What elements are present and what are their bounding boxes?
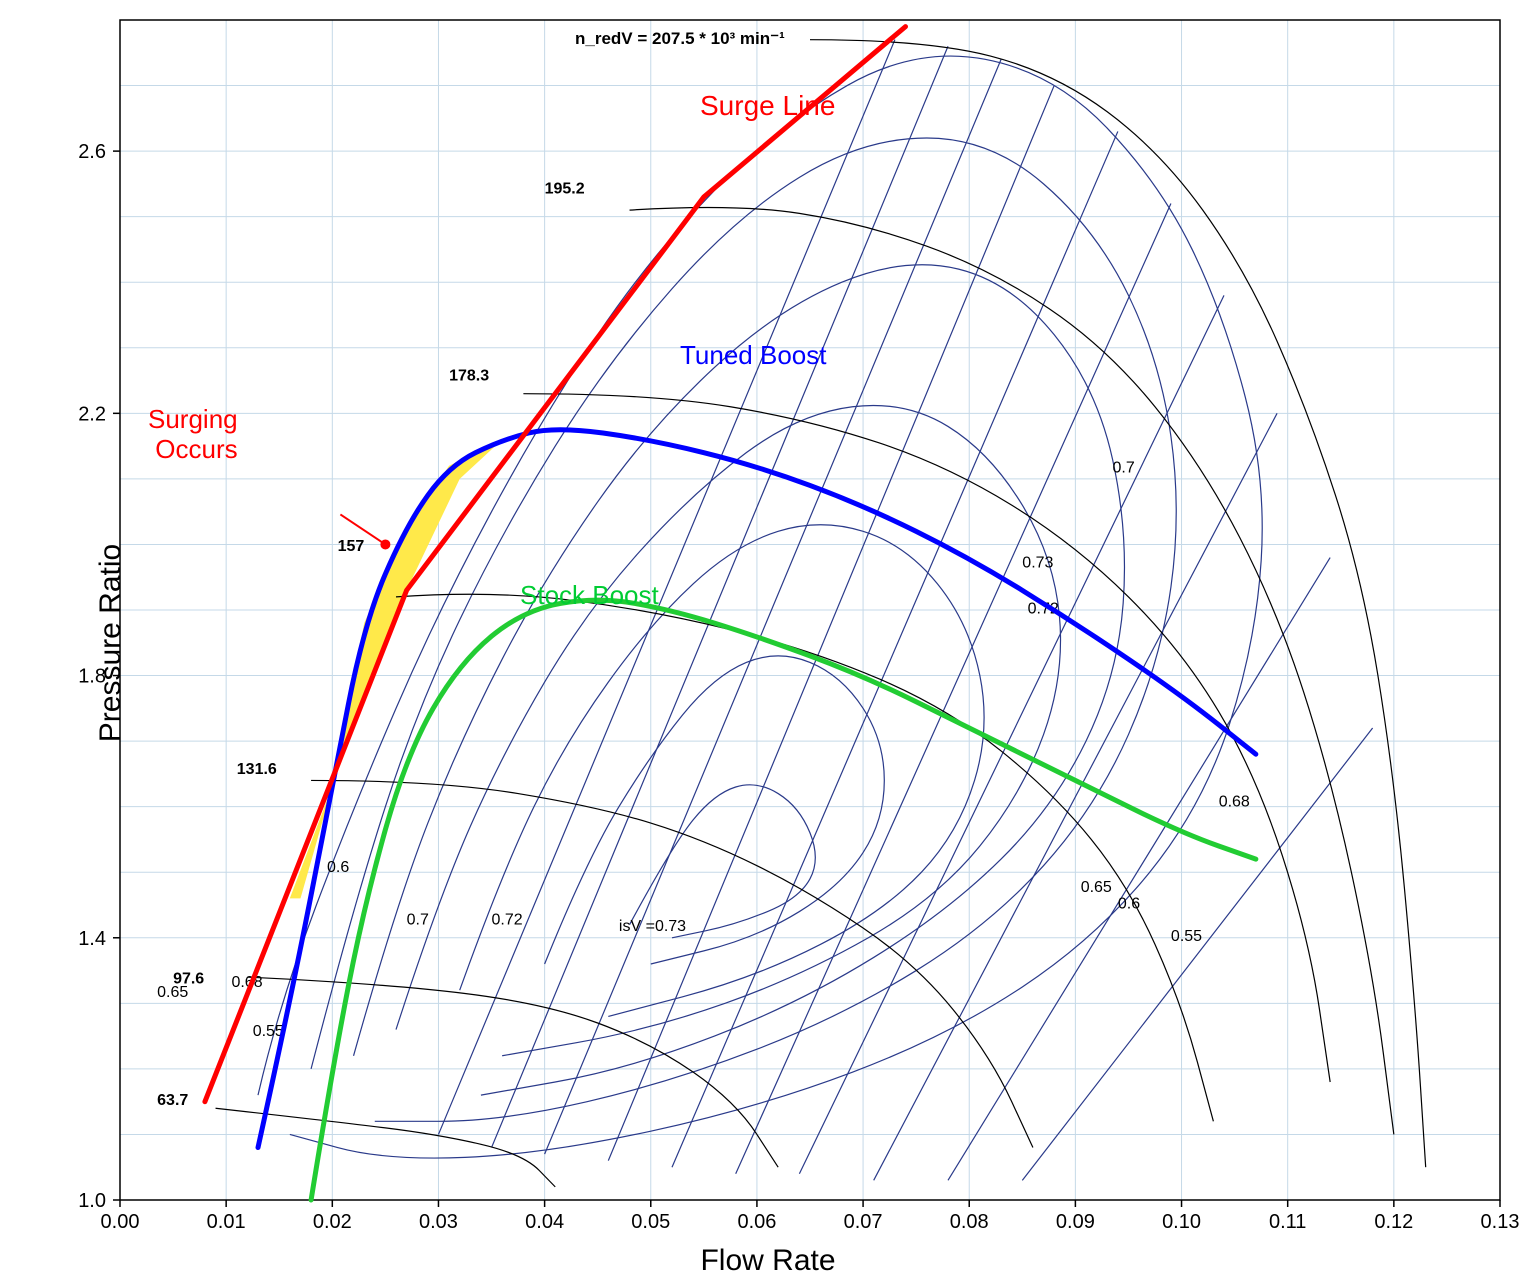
svg-text:0.08: 0.08 <box>950 1211 989 1233</box>
svg-text:0.68: 0.68 <box>1219 794 1250 811</box>
y-axis-label: Pressure Ratio <box>94 544 128 742</box>
surge-line-label: Surge Line <box>700 90 835 122</box>
svg-text:178.3: 178.3 <box>449 368 489 385</box>
svg-text:1.0: 1.0 <box>78 1190 106 1212</box>
svg-text:isV =0.73: isV =0.73 <box>619 918 686 935</box>
svg-text:0.05: 0.05 <box>631 1211 670 1233</box>
svg-text:0.02: 0.02 <box>313 1211 352 1233</box>
svg-text:0.12: 0.12 <box>1374 1211 1413 1233</box>
stock-boost-label: Stock Boost <box>520 580 659 611</box>
svg-text:131.6: 131.6 <box>237 761 277 778</box>
svg-text:0.07: 0.07 <box>844 1211 883 1233</box>
svg-text:0.04: 0.04 <box>525 1211 564 1233</box>
svg-text:157: 157 <box>338 538 365 555</box>
compressor-map-chart: Pressure Ratio Flow Rate 0.55 0.6 0.65 0.68… <box>0 0 1536 1286</box>
svg-text:1.4: 1.4 <box>78 928 106 950</box>
svg-text:0.6: 0.6 <box>327 859 349 876</box>
svg-text:63.7: 63.7 <box>157 1092 188 1109</box>
svg-text:0.01: 0.01 <box>207 1211 246 1233</box>
surging-occurs-label: Surging Occurs <box>148 405 238 465</box>
svg-text:0.10: 0.10 <box>1162 1211 1201 1233</box>
svg-text:0.65: 0.65 <box>1081 879 1112 896</box>
svg-text:n_redV = 207.5 * 10³ min⁻¹: n_redV = 207.5 * 10³ min⁻¹ <box>575 29 785 48</box>
svg-text:0.7: 0.7 <box>1113 459 1135 476</box>
svg-text:0.03: 0.03 <box>419 1211 458 1233</box>
plot-svg: 0.55 0.6 0.65 0.68 0.7 0.72 isV =0.73 0.55 0.6 0.… <box>0 0 1536 1286</box>
svg-text:0.06: 0.06 <box>737 1211 776 1233</box>
svg-text:0.11: 0.11 <box>1269 1211 1306 1233</box>
svg-text:2.6: 2.6 <box>78 141 106 163</box>
svg-text:195.2: 195.2 <box>545 181 585 198</box>
svg-text:0.6: 0.6 <box>1118 895 1140 912</box>
svg-text:0.73: 0.73 <box>1022 554 1053 571</box>
svg-text:0.13: 0.13 <box>1481 1211 1520 1233</box>
svg-text:97.6: 97.6 <box>173 971 204 988</box>
svg-text:2.2: 2.2 <box>78 403 106 425</box>
svg-text:0.55: 0.55 <box>1171 928 1202 945</box>
svg-text:0.00: 0.00 <box>101 1211 140 1233</box>
svg-text:0.09: 0.09 <box>1056 1211 1095 1233</box>
svg-text:0.7: 0.7 <box>407 912 429 929</box>
svg-text:0.72: 0.72 <box>492 912 523 929</box>
x-axis-label: Flow Rate <box>700 1244 835 1278</box>
svg-text:0.55: 0.55 <box>253 1023 284 1040</box>
tuned-boost-label: Tuned Boost <box>680 340 826 371</box>
